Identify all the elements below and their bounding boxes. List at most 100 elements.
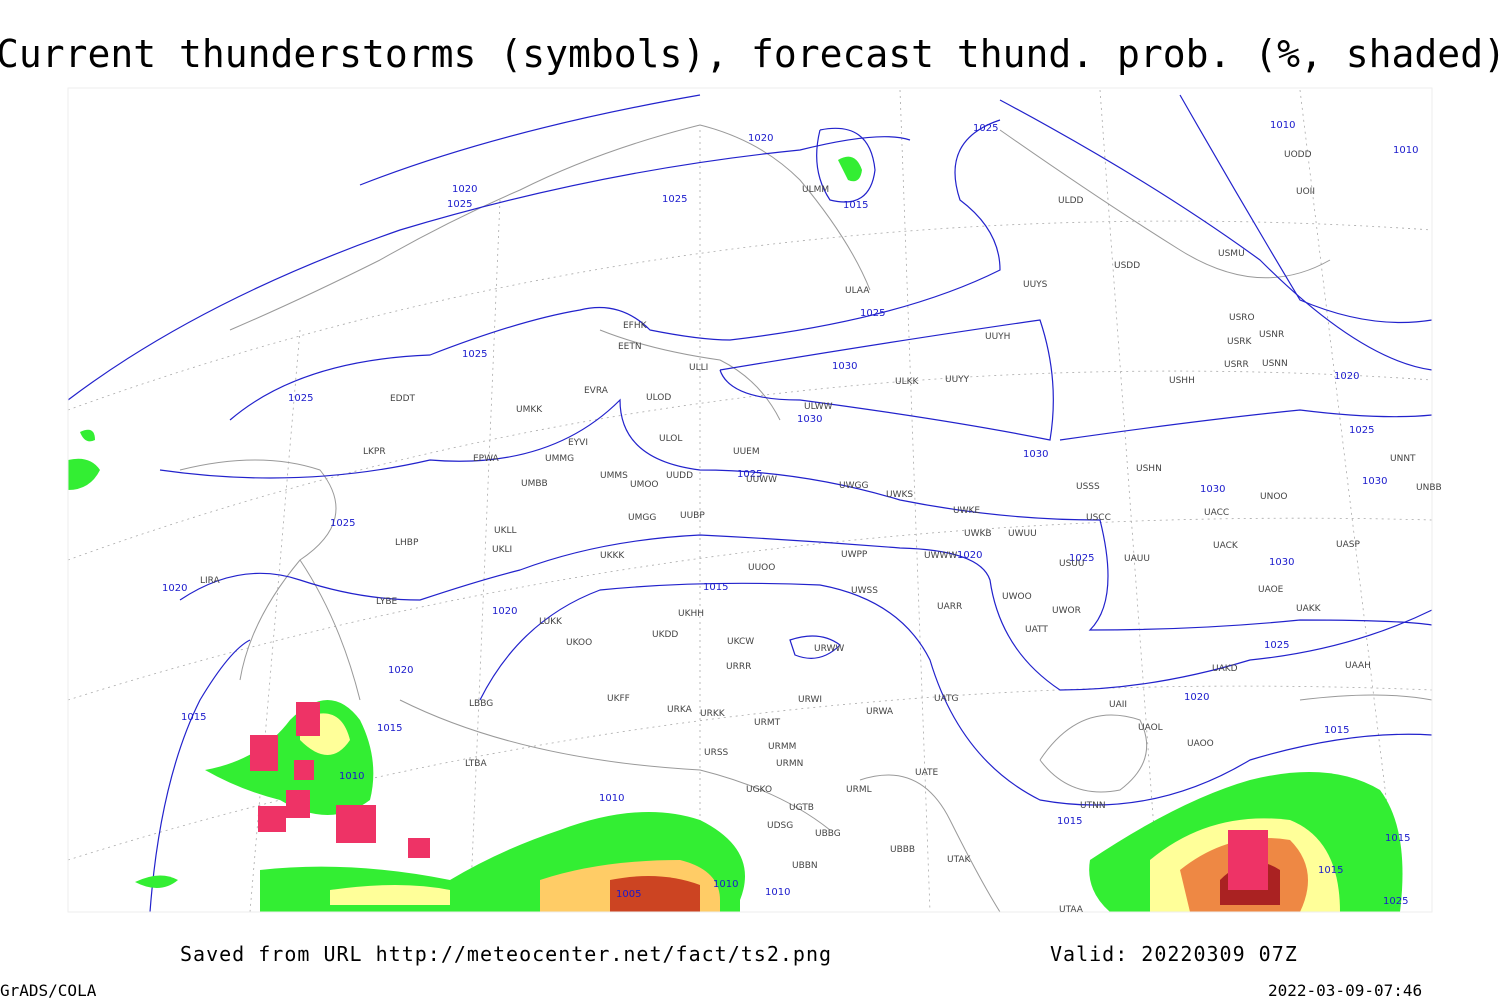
station-label: UMBB [521,479,548,489]
station-label: UMKK [516,405,543,415]
station-label: UATT [1025,625,1048,635]
station-label: ULAA [845,286,870,296]
station-label: UGKO [746,785,772,795]
isobar-label: 1025 [1264,640,1289,651]
station-label: LKPR [363,447,386,457]
isobar-label: 1015 [1318,865,1343,876]
station-label: URMM [768,742,796,752]
station-label: UKOO [566,638,592,648]
station-label: UMMS [600,471,628,481]
station-label: UWUU [1008,529,1037,539]
isobar-label: 1025 [288,393,313,404]
software: GrADS/COLA [0,981,97,1000]
station-label: UNNT [1390,454,1416,464]
station-label: URMN [776,759,803,769]
station-label: URSS [704,748,729,758]
isobar-label: 1020 [1184,692,1209,703]
station-label: USDD [1114,261,1140,271]
valid-time: Valid: 20220309 07Z [1050,942,1298,966]
station-label: EPWA [473,454,500,464]
isobar-label: 1025 [462,349,487,360]
station-label: UAUU [1124,554,1150,564]
isobar-label: 1020 [957,550,982,561]
isobar-label: 1005 [616,889,641,900]
station-label: UOII [1296,187,1315,197]
timestamp: 2022-03-09-07:46 [1268,981,1422,1000]
isobar-label: 1025 [737,469,762,480]
map-frame [67,87,1433,913]
station-label: UWKE [953,506,980,516]
isobar-label: 1025 [662,194,687,205]
station-label: UWGG [839,481,868,491]
station-label: UATE [915,768,939,778]
station-label: EETN [618,342,642,352]
station-label: USRK [1227,337,1253,347]
isobar-label: 1030 [797,414,822,425]
station-label: UKHH [678,609,704,619]
isobar-label: 1030 [1362,476,1387,487]
station-label: ULOD [646,393,671,403]
station-label: USRR [1224,360,1249,370]
isobar-label: 1010 [1270,120,1295,131]
station-label: USUU [1059,559,1084,569]
station-label: UAII [1109,700,1127,710]
station-label: UMGG [628,513,656,523]
isobar-label: 1010 [765,887,790,898]
station-label: UAKD [1212,664,1238,674]
station-label: UAAH [1345,661,1371,671]
isobar-label: 1020 [162,583,187,594]
station-label: LIRA [200,576,221,586]
station-label: UACK [1213,541,1239,551]
station-label: UUDD [666,471,693,481]
station-label: URRR [726,662,751,672]
isobar-label: 1015 [1385,833,1410,844]
station-label: UDSG [767,821,793,831]
station-label: UNBB [1416,483,1442,493]
station-label: UTAA [1059,905,1084,915]
station-label: USRO [1229,313,1255,323]
station-label: URWA [866,707,894,717]
station-label: UBBN [792,861,818,871]
station-label: UKFF [607,694,630,704]
station-label: UBBG [815,829,841,839]
station-label: UKCW [727,637,754,647]
station-label: UARR [937,602,962,612]
station-label: ULMM [802,185,829,195]
station-label: USHN [1136,464,1162,474]
isobar-label: 1025 [860,308,885,319]
isobar-label: 1030 [832,361,857,372]
station-label: UMMG [545,454,574,464]
station-label: USMU [1218,249,1245,259]
station-label: UGTB [789,803,814,813]
station-label: UWWW [924,551,957,561]
isobar-label: 1025 [447,199,472,210]
station-label: LHBP [395,538,419,548]
station-label: UMOO [630,480,659,490]
isobar-label: 1015 [1324,725,1349,736]
station-label: UACC [1204,508,1229,518]
station-label: USSS [1076,482,1100,492]
isobar-label: 1025 [1069,553,1094,564]
station-label: UAOO [1187,739,1214,749]
station-label: USHH [1169,376,1195,386]
isobar-label: 1020 [452,184,477,195]
isobar-label: 1025 [1383,896,1408,907]
isobar-label: 1010 [713,879,738,890]
isobar-label: 1025 [973,123,998,134]
isobar-label: 1030 [1200,484,1225,495]
station-label: ULDD [1058,196,1084,206]
station-label: ULLI [689,363,708,373]
station-label: EFHK [623,321,648,331]
isobar-label: 1020 [1334,371,1359,382]
station-label: EVRA [584,386,609,396]
station-label: UKKK [600,551,625,561]
isobar-label: 1015 [181,712,206,723]
isobar-label: 1020 [748,133,773,144]
station-label: ULOL [659,434,682,444]
station-label: UUYS [1023,280,1048,290]
station-label: UUYH [985,332,1010,342]
station-label: USNN [1262,359,1288,369]
isobar-label: 1015 [377,723,402,734]
isobar-label: 1025 [1349,425,1374,436]
